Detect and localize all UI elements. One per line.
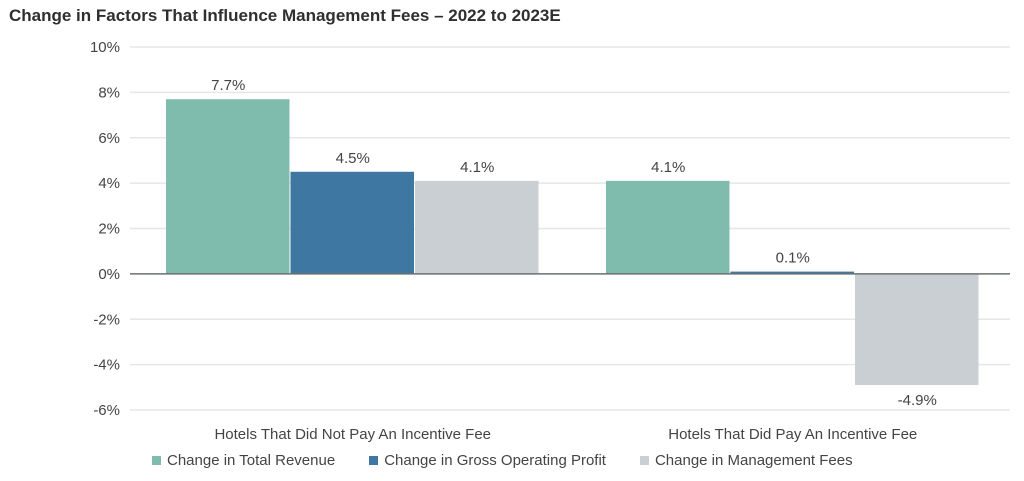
legend-label: Change in Gross Operating Profit	[384, 452, 606, 469]
legend-item: Change in Gross Operating Profit	[369, 452, 606, 469]
bar	[730, 271, 854, 274]
data-label: -4.9%	[898, 392, 937, 409]
y-tick-label: 8%	[98, 84, 120, 101]
bar	[855, 273, 979, 386]
y-tick-label: 0%	[98, 266, 120, 283]
x-category-label: Hotels That Did Not Pay An Incentive Fee	[214, 426, 491, 443]
data-label: 4.1%	[460, 159, 494, 176]
legend-label: Change in Total Revenue	[167, 452, 336, 469]
y-tick-label: 10%	[90, 39, 120, 56]
legend-item: Change in Management Fees	[639, 452, 853, 469]
data-label: 7.7%	[211, 77, 245, 94]
chart-title: Change in Factors That Influence Managem…	[9, 6, 561, 25]
legend-swatch	[152, 456, 161, 465]
y-tick-label: 2%	[98, 221, 120, 238]
legend-label: Change in Management Fees	[654, 452, 853, 469]
legend-swatch	[369, 456, 379, 465]
bar	[290, 171, 414, 274]
x-category-label: Hotels That Did Pay An Incentive Fee	[668, 426, 917, 443]
bar	[606, 180, 730, 274]
data-label: 0.1%	[776, 250, 810, 267]
bar	[166, 99, 290, 274]
bar	[415, 180, 539, 274]
y-tick-label: -6%	[93, 402, 120, 419]
legend: Change in Total Revenue Change in Gross O…	[152, 452, 887, 469]
y-tick-label: -2%	[93, 311, 120, 328]
y-tick-label: 4%	[98, 175, 120, 192]
data-label: 4.5%	[336, 150, 370, 167]
y-tick-label: 6%	[98, 130, 120, 147]
legend-item: Change in Total Revenue	[152, 452, 335, 469]
legend-swatch	[639, 456, 649, 465]
data-label: 4.1%	[651, 159, 685, 176]
y-tick-label: -4%	[93, 357, 120, 374]
